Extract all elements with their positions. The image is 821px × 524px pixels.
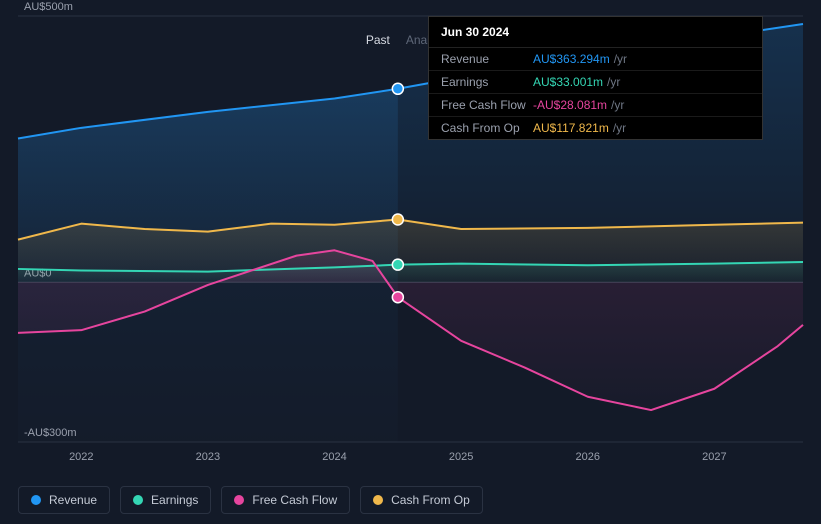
legend-dot-icon: [133, 495, 143, 505]
legend-item-earnings[interactable]: Earnings: [120, 486, 211, 514]
tooltip-key: Cash From Op: [441, 121, 533, 135]
tooltip-value: AU$363.294m: [533, 52, 610, 66]
svg-text:2022: 2022: [69, 451, 93, 463]
chart-tooltip: Jun 30 2024 RevenueAU$363.294m/yrEarning…: [428, 16, 763, 140]
tooltip-title: Jun 30 2024: [429, 17, 762, 48]
chart-legend: Revenue Earnings Free Cash Flow Cash From O…: [18, 486, 483, 514]
legend-label: Earnings: [151, 493, 198, 507]
svg-text:2026: 2026: [576, 451, 600, 463]
tooltip-row: EarningsAU$33.001m/yr: [429, 71, 762, 94]
tooltip-key: Free Cash Flow: [441, 98, 533, 112]
tooltip-unit: /yr: [611, 98, 624, 112]
svg-text:2027: 2027: [702, 451, 726, 463]
tooltip-row: Cash From OpAU$117.821m/yr: [429, 117, 762, 139]
svg-text:2024: 2024: [322, 451, 346, 463]
tooltip-unit: /yr: [613, 121, 626, 135]
svg-text:AU$500m: AU$500m: [24, 1, 73, 13]
legend-dot-icon: [234, 495, 244, 505]
legend-label: Revenue: [49, 493, 97, 507]
svg-text:Past: Past: [366, 33, 391, 47]
tooltip-key: Earnings: [441, 75, 533, 89]
tooltip-value: AU$33.001m: [533, 75, 603, 89]
legend-item-revenue[interactable]: Revenue: [18, 486, 110, 514]
legend-dot-icon: [31, 495, 41, 505]
legend-item-cfo[interactable]: Cash From Op: [360, 486, 483, 514]
legend-dot-icon: [373, 495, 383, 505]
legend-item-fcf[interactable]: Free Cash Flow: [221, 486, 350, 514]
tooltip-unit: /yr: [614, 52, 627, 66]
financials-chart: AU$500mAU$0-AU$300m202220232024202520262…: [0, 0, 821, 524]
tooltip-row: Free Cash Flow-AU$28.081m/yr: [429, 94, 762, 117]
tooltip-row: RevenueAU$363.294m/yr: [429, 48, 762, 71]
svg-text:-AU$300m: -AU$300m: [24, 427, 77, 439]
tooltip-key: Revenue: [441, 52, 533, 66]
svg-text:2023: 2023: [196, 451, 220, 463]
tooltip-value: AU$117.821m: [533, 121, 609, 135]
legend-label: Free Cash Flow: [252, 493, 337, 507]
tooltip-unit: /yr: [607, 75, 620, 89]
tooltip-value: -AU$28.081m: [533, 98, 607, 112]
legend-label: Cash From Op: [391, 493, 470, 507]
svg-text:2025: 2025: [449, 451, 473, 463]
